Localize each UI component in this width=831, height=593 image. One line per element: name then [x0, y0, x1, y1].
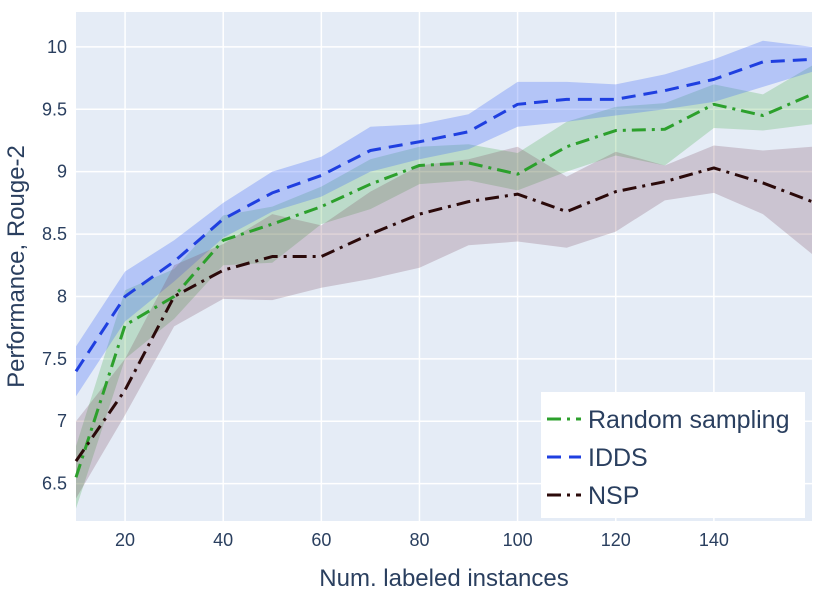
- random-sampling-line: [74, 92, 813, 478]
- idds-band: [76, 40, 812, 397]
- y-tick-label: 10: [47, 37, 67, 57]
- y-axis-title: Performance, Rouge-2: [3, 145, 30, 388]
- random-sampling-band: [76, 65, 812, 509]
- x-tick-label: 80: [409, 530, 429, 550]
- y-tick-label: 8: [57, 286, 67, 306]
- y-tick-label: 7: [57, 411, 67, 431]
- nsp-line: [74, 166, 813, 462]
- y-tick-labels: 6.5 7 7.5 8 8.5 9 9.5 10: [42, 37, 67, 494]
- x-tick-label: 120: [601, 530, 631, 550]
- x-tick-label: 140: [699, 530, 729, 550]
- legend-box: [541, 392, 805, 518]
- random-sampling-legend-label: Random sampling: [588, 406, 790, 434]
- x-tick-label: 60: [311, 530, 331, 550]
- y-tick-label: 8.5: [42, 224, 67, 244]
- x-tick-label: 20: [115, 530, 135, 550]
- x-tick-label: 40: [213, 530, 233, 550]
- legend: Random sampling IDDS NSP: [541, 392, 805, 518]
- x-tick-labels: 20 40 60 80 100 120 140: [115, 530, 729, 550]
- idds-line: [74, 57, 813, 373]
- x-axis-title: Num. labeled instances: [319, 565, 568, 592]
- series-lines: [74, 57, 813, 478]
- y-tick-label: 9.5: [42, 99, 67, 119]
- confidence-bands: [76, 40, 812, 509]
- y-tick-label: 9: [57, 162, 67, 182]
- nsp-legend-label: NSP: [588, 482, 639, 510]
- idds-legend-label: IDDS: [588, 444, 648, 472]
- y-tick-label: 6.5: [42, 474, 67, 494]
- y-tick-label: 7.5: [42, 349, 67, 369]
- nsp-band: [76, 145, 812, 499]
- x-tick-label: 100: [503, 530, 533, 550]
